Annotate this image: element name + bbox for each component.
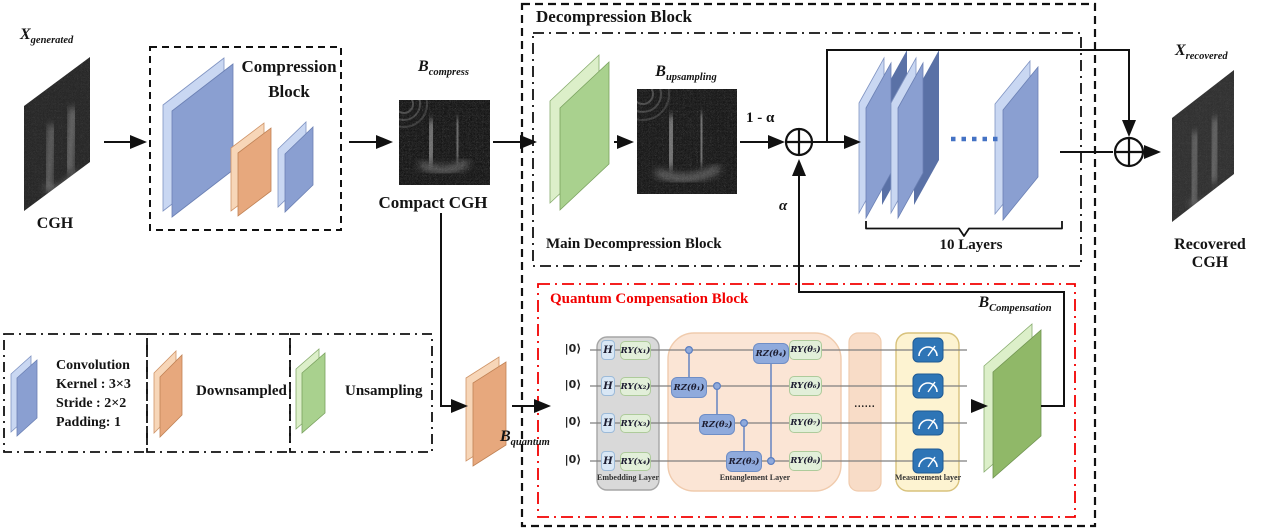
h-gate: H bbox=[601, 413, 615, 433]
measurement-gauge-icon bbox=[912, 448, 944, 474]
legend-conv-slab bbox=[10, 355, 38, 437]
legend-convolution-text: Convolution Kernel : 3×3 Stride : 2×2 Pa… bbox=[56, 356, 131, 432]
legend-kernel-line: Kernel : 3×3 bbox=[56, 377, 131, 392]
legend-downsampled-label: Downsampled bbox=[196, 383, 287, 399]
rz-gate: RZ(θ₁) bbox=[671, 377, 707, 398]
skip-connection-line bbox=[826, 49, 1136, 142]
h-gate: H bbox=[601, 340, 615, 360]
b-compress-label: Bcompress bbox=[418, 58, 469, 78]
compact-cgh-caption: Compact CGH bbox=[378, 193, 488, 212]
b-compensation-label: BCompensation bbox=[978, 294, 1052, 314]
embedding-layer-label: Embedding Layer bbox=[596, 473, 659, 482]
crz-connectors bbox=[688, 350, 772, 461]
legend-downsampled-outline bbox=[146, 333, 291, 453]
ten-layers-bracket bbox=[865, 221, 1063, 237]
legend-unsampling-label: Unsampling bbox=[345, 383, 423, 399]
ten-layers-label: 10 Layers bbox=[939, 237, 1003, 253]
upsample-slab-main bbox=[549, 54, 610, 211]
x-generated-label: Xgenerated bbox=[20, 26, 74, 46]
measurement-layer-label: Measurement layer bbox=[894, 473, 962, 482]
main-decompression-label: Main Decompression Block bbox=[546, 236, 722, 252]
decompression-block-title: Decompression Block bbox=[536, 7, 692, 26]
ry-out-gate: RY(θ₆) bbox=[789, 376, 822, 396]
measurement-gauge-icon bbox=[912, 410, 944, 436]
legend-convolution-line: Convolution bbox=[56, 358, 130, 373]
measurement-gauge-icons bbox=[912, 337, 944, 474]
adder-node-icon bbox=[1113, 136, 1145, 168]
b-quantum-label: Bquantum bbox=[500, 428, 550, 448]
ry-embed-gate: RY(x₄) bbox=[620, 452, 651, 471]
downsample-slab bbox=[230, 122, 272, 217]
x-recovered-label: Xrecovered bbox=[1175, 42, 1228, 62]
legend-padding-line: Padding: 1 bbox=[56, 415, 121, 430]
line-compact-to-quantum bbox=[440, 213, 468, 413]
control-dot-icon bbox=[684, 346, 775, 466]
ry-out-gate: RY(θ₈) bbox=[789, 451, 822, 471]
legend-downsample-slab bbox=[153, 350, 183, 438]
ry-embed-gate: RY(x₃) bbox=[620, 414, 651, 433]
cgh-input-image bbox=[24, 57, 90, 211]
ry-embed-gate: RY(x₁) bbox=[620, 341, 651, 360]
decoder-layer-slabs bbox=[858, 50, 1039, 222]
h-gate: H bbox=[601, 451, 615, 471]
conv-slab-large bbox=[162, 57, 234, 218]
measurement-gauge-icon bbox=[912, 373, 944, 399]
repeat-layers-box bbox=[848, 332, 882, 492]
legend-stride-line: Stride : 2×2 bbox=[56, 396, 127, 411]
ry-out-gate: RY(θ₇) bbox=[789, 413, 822, 433]
entanglement-layer-label: Entanglement Layer bbox=[719, 473, 791, 482]
legend-unsampling-outline bbox=[289, 333, 433, 453]
cgh-caption: CGH bbox=[36, 215, 74, 232]
ket-label: |0⟩ bbox=[564, 378, 582, 391]
alpha-label: α bbox=[779, 198, 788, 214]
recovered-hologram-image bbox=[1172, 70, 1234, 222]
legend-unsample-slab bbox=[295, 348, 326, 434]
ry-out-gate: RY(θ₅) bbox=[789, 340, 822, 360]
compression-block-title: Compression Block bbox=[238, 54, 340, 104]
conv-slab-small bbox=[277, 121, 314, 213]
rz-gate: RZ(θ₃) bbox=[726, 451, 762, 472]
b-compensation-slab bbox=[983, 323, 1042, 479]
quantum-block-title: Quantum Compensation Block bbox=[550, 291, 749, 307]
adder-node-icon bbox=[784, 127, 814, 157]
b-upsampling-label: Bupsampling bbox=[655, 63, 717, 83]
rz-gate: RZ(θ₂) bbox=[699, 414, 735, 435]
h-gate: H bbox=[601, 376, 615, 396]
compression-title-line1: Compression bbox=[241, 57, 337, 76]
decompression-block-outline bbox=[520, 2, 1097, 528]
measurement-gauge-icon bbox=[912, 337, 944, 363]
compression-block-outline bbox=[149, 46, 342, 231]
flow-arrows bbox=[104, 49, 1161, 413]
compression-title-line2: Block bbox=[268, 82, 310, 101]
alpha-compensation-line bbox=[792, 159, 1065, 407]
ket-label: |0⟩ bbox=[564, 415, 582, 428]
compressed-hologram-image bbox=[399, 100, 490, 185]
rz-gate: RZ(θ₄) bbox=[753, 343, 789, 364]
ket-label: |0⟩ bbox=[564, 342, 582, 355]
b-quantum-slab bbox=[465, 356, 507, 467]
recovered-cgh-caption: Recovered CGH bbox=[1174, 236, 1246, 271]
upsampled-hologram-image bbox=[637, 89, 737, 194]
ket-label: |0⟩ bbox=[564, 453, 582, 466]
ry-embed-gate: RY(x₂) bbox=[620, 377, 651, 396]
circuit-ellipsis-label: ...... bbox=[854, 399, 876, 410]
one-minus-alpha-label: 1 - α bbox=[746, 110, 775, 126]
